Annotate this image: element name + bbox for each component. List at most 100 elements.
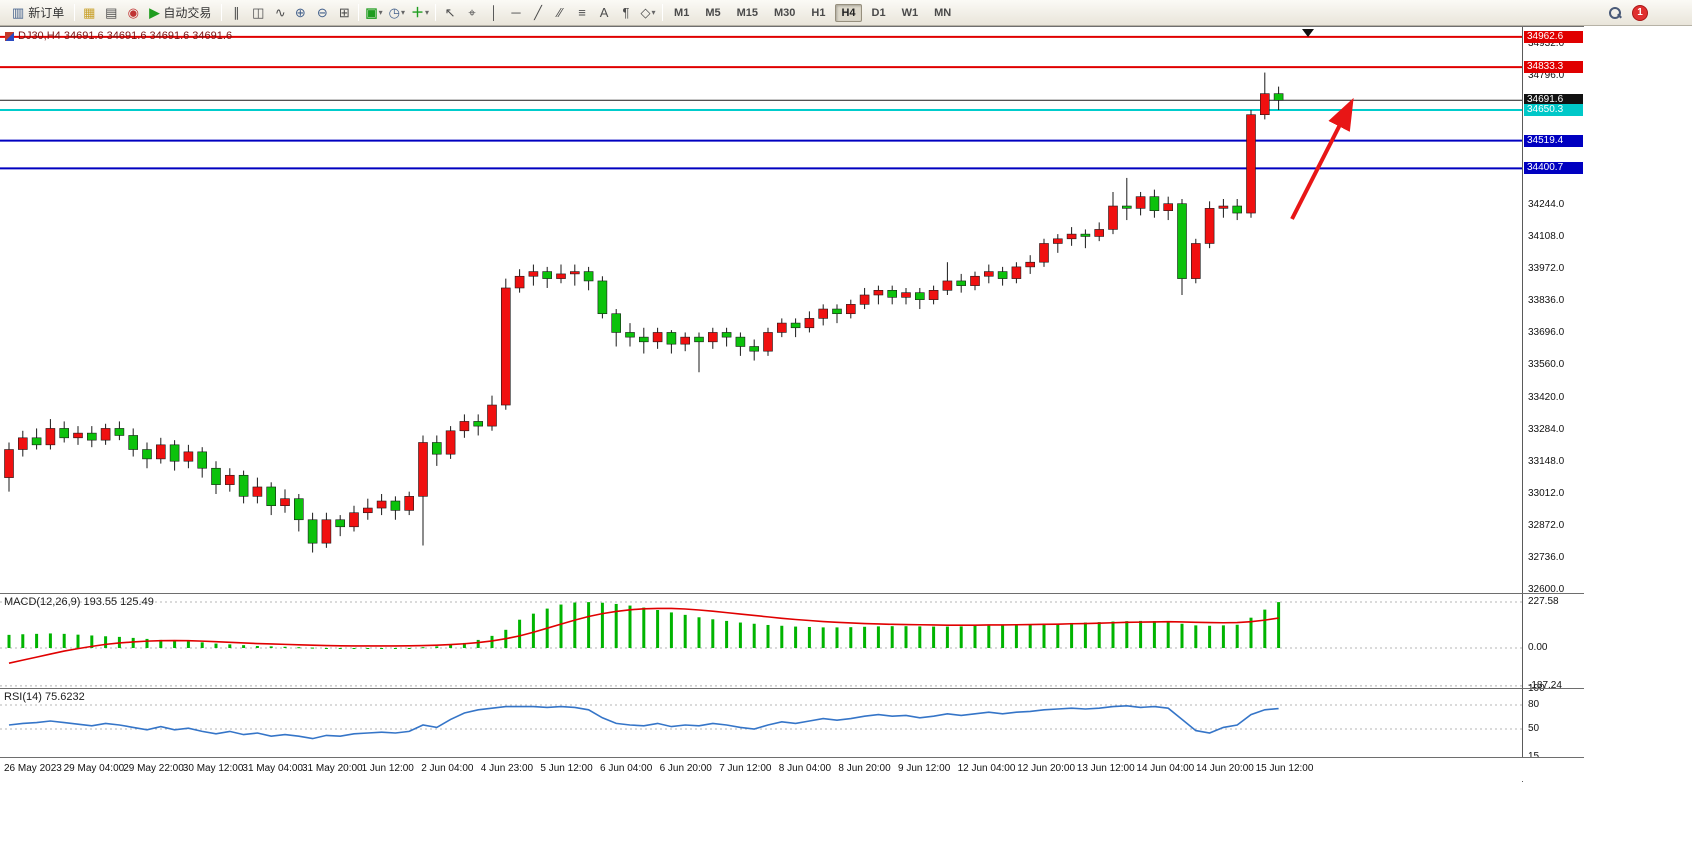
search-icon[interactable] <box>1608 6 1622 20</box>
indicators-icon: ＋ <box>411 5 425 20</box>
candle-body <box>694 336 704 343</box>
horizontal-line-button[interactable]: ─ <box>506 3 526 23</box>
timeframe-button-m30[interactable]: M30 <box>774 6 796 19</box>
profiles-button[interactable]: ◷ ▾ <box>387 3 407 23</box>
macd-histogram-bar <box>62 633 66 648</box>
candle-body <box>901 292 911 298</box>
time-label: 12 Jun 04:00 <box>957 763 1016 774</box>
candle-body <box>156 444 166 460</box>
macd-label: MACD(12,26,9) 193.55 125.49 <box>4 596 154 608</box>
macd-histogram-bar <box>228 644 232 648</box>
macd-histogram-bar <box>904 626 908 648</box>
bar-chart-button[interactable]: ∥ <box>226 3 246 23</box>
rsi-chart[interactable] <box>0 689 1522 757</box>
trendline-button[interactable]: ╱ <box>528 3 548 23</box>
candle-body <box>1246 114 1256 214</box>
print-button[interactable]: ▤ <box>101 3 121 23</box>
fibonacci-button[interactable]: ≡ <box>572 3 592 23</box>
line-chart-button[interactable]: ∿ <box>270 3 290 23</box>
notification-badge[interactable]: 1 <box>1632 4 1648 21</box>
candlestick-chart[interactable] <box>0 27 1522 593</box>
candle-body <box>1273 93 1284 101</box>
timeframe-button-m5[interactable]: M5 <box>705 6 721 19</box>
price-axis[interactable]: 34932.034796.034660.034524.034388.034244… <box>1522 26 1584 782</box>
candle-body <box>87 432 97 441</box>
timeframe-button-mn[interactable]: MN <box>934 6 952 19</box>
price-badge: 34691.6 <box>1524 94 1583 107</box>
timeframe-button-h4[interactable]: H4 <box>835 3 862 22</box>
price-tick: 33696.0 <box>1528 327 1565 339</box>
candle-chart-icon: ◫ <box>252 5 265 20</box>
candle-body <box>321 519 332 544</box>
time-label: 14 Jun 20:00 <box>1196 763 1254 774</box>
text-label-button[interactable]: ¶ <box>616 3 636 23</box>
timeframe-button-d1[interactable]: D1 <box>871 6 886 19</box>
candle-body <box>335 519 346 528</box>
channel-button[interactable]: ⁄⁄ <box>550 3 570 23</box>
macd-histogram-bar <box>918 626 922 648</box>
macd-pane[interactable]: MACD(12,26,9) 193.55 125.49 <box>0 594 1522 688</box>
candle-body <box>859 294 870 305</box>
time-label: 12 Jun 20:00 <box>1017 763 1076 774</box>
trend-arrow[interactable] <box>1290 97 1354 220</box>
timeframe-button-m15[interactable]: M15 <box>736 6 758 19</box>
price-tick: 33012.0 <box>1528 487 1565 499</box>
time-label: 2 Jun 04:00 <box>421 763 474 774</box>
price-tick: 34796.0 <box>1528 69 1565 81</box>
candle-chart-button[interactable]: ◫ <box>248 3 268 23</box>
chart-header-text: DJ30,H4 34691.6 34691.6 34691.6 34691.6 <box>18 30 233 42</box>
chevron-down-icon: ▾ <box>400 8 405 17</box>
cursor-button[interactable]: ↖ <box>440 3 460 23</box>
chart-windows-button[interactable]: ▦ <box>79 3 99 23</box>
zoom-out-button[interactable]: ⊖ <box>312 3 332 23</box>
candle-body <box>680 336 691 345</box>
candle-body <box>349 512 359 528</box>
new-order-button[interactable]: ▥ 新订单 <box>6 1 70 24</box>
new-chart-button[interactable]: ▣ ▾ <box>363 3 384 23</box>
text-label-icon: ¶ <box>622 5 630 20</box>
text-button[interactable]: A <box>594 3 614 23</box>
candle-body <box>707 332 718 343</box>
rsi-pane[interactable]: RSI(14) 75.6232 <box>0 689 1522 757</box>
candle-body <box>887 290 898 298</box>
print-icon: ▤ <box>105 5 118 20</box>
main-chart-pane[interactable]: DJ30,H4 34691.6 34691.6 34691.6 34691.6 <box>0 27 1522 593</box>
candle-body <box>914 292 925 300</box>
macd-histogram-bar <box>683 614 687 648</box>
time-axis[interactable]: 26 May 2023 29 May 04:00 29 May 22:00 30 Ma… <box>0 758 1584 781</box>
zoom-out-icon: ⊖ <box>316 5 328 20</box>
macd-histogram-bar <box>587 602 591 648</box>
autotrade-button[interactable]: ▶ 自动交易 <box>143 1 217 24</box>
pane-divider[interactable] <box>0 688 1584 689</box>
vertical-line-button[interactable]: │ <box>484 3 504 23</box>
macd-histogram-bar <box>890 626 894 648</box>
tile-windows-button[interactable]: ⊞ <box>334 3 354 23</box>
macd-histogram-bar <box>752 623 756 648</box>
zoom-in-button[interactable]: ⊕ <box>290 3 310 23</box>
macd-chart[interactable] <box>0 594 1522 688</box>
candle-body <box>280 498 290 507</box>
time-label: 31 May 20:00 <box>302 763 363 774</box>
community-button[interactable]: ◉ <box>123 3 143 23</box>
macd-histogram-bar <box>821 627 825 648</box>
candle-body <box>1122 205 1132 209</box>
shapes-button[interactable]: ◇ ▾ <box>638 3 658 23</box>
macd-histogram-bar <box>1111 621 1115 648</box>
candle-body <box>721 332 732 338</box>
timeframe-button-m1[interactable]: M1 <box>674 6 690 19</box>
time-label: 13 Jun 12:00 <box>1076 763 1135 774</box>
candle-body <box>418 442 428 497</box>
crosshair-button[interactable]: ⌖ <box>462 3 482 23</box>
macd-histogram-bar <box>1083 622 1087 648</box>
candle-body <box>1108 205 1118 230</box>
pane-divider[interactable] <box>0 593 1584 594</box>
line-chart-icon: ∿ <box>274 5 286 20</box>
candle-body <box>252 486 263 497</box>
timeframe-button-w1[interactable]: W1 <box>901 6 919 19</box>
indicators-button[interactable]: ＋ ▾ <box>409 3 431 23</box>
candle-body <box>956 280 967 286</box>
time-label: 8 Jun 20:00 <box>838 763 891 774</box>
candle-body <box>183 451 194 462</box>
timeframe-button-h1[interactable]: H1 <box>811 6 826 19</box>
macd-histogram-bar <box>559 604 563 648</box>
